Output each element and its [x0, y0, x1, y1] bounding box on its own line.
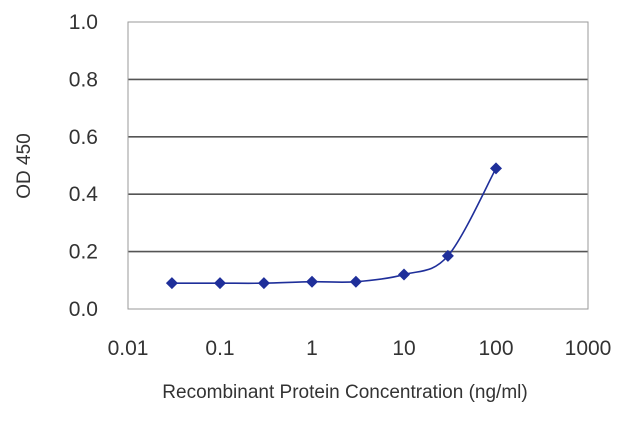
- y-tick-label: 0.2: [69, 241, 98, 264]
- data-point: [441, 249, 454, 262]
- y-tick-label: 0.4: [69, 183, 99, 206]
- x-tick-labels: 0.01 0.1 1 10 100 1000: [108, 337, 612, 360]
- data-point: [490, 162, 502, 175]
- data-point: [165, 277, 178, 290]
- data-point: [349, 275, 362, 288]
- y-tick-label: 1.0: [69, 11, 98, 34]
- y-tick-label: 0.8: [69, 68, 98, 91]
- x-tick-label: 100: [478, 337, 513, 360]
- data-point: [214, 277, 226, 290]
- x-tick-label: 10: [392, 337, 415, 360]
- x-tick-label: 1: [306, 337, 318, 360]
- data-series: [165, 162, 502, 290]
- x-axis-title: Recombinant Protein Concentration (ng/ml…: [162, 382, 527, 403]
- plot-area-frame: [127, 21, 589, 310]
- x-tick-label: 1000: [565, 337, 612, 360]
- gridlines: [128, 78, 588, 253]
- data-point: [306, 275, 318, 288]
- y-tick-label: 0.0: [69, 298, 98, 321]
- x-tick-label: 0.1: [205, 337, 234, 360]
- y-tick-label: 0.6: [69, 126, 98, 149]
- series-line: [171, 167, 497, 285]
- data-point: [398, 268, 410, 281]
- y-tick-labels: 0.0 0.2 0.4 0.6 0.8 1.0: [69, 11, 99, 321]
- x-tick-label: 0.01: [108, 337, 149, 360]
- y-axis-title: OD 450: [14, 133, 35, 198]
- data-point: [257, 277, 270, 290]
